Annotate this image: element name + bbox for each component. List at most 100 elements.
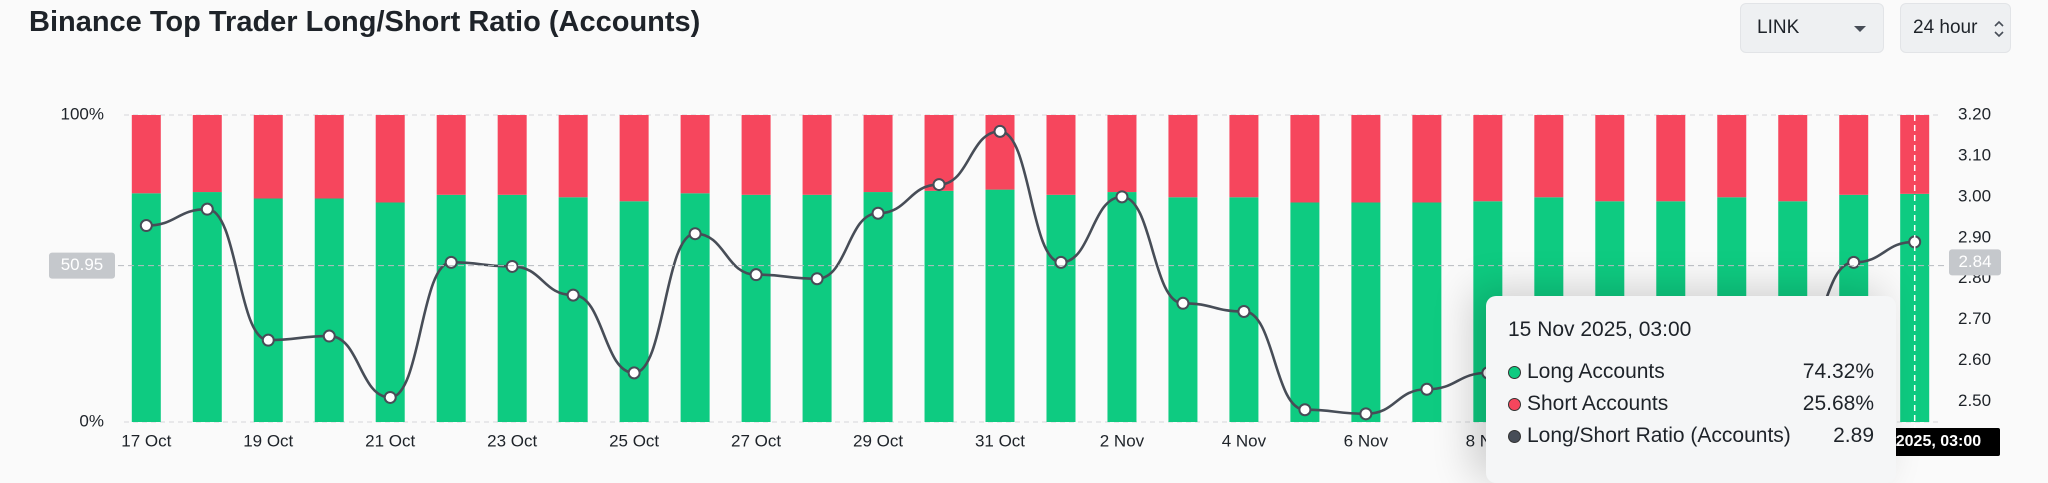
ratio-point xyxy=(200,202,214,216)
tooltip: 15 Nov 2025, 03:00 Long Accounts 74.32% S… xyxy=(1486,296,1896,483)
bar-segment xyxy=(253,198,283,422)
x-tick-label: 17 Oct xyxy=(121,431,171,450)
y2-tick-label: 3.20 xyxy=(1958,104,1991,123)
ratio-point xyxy=(139,219,153,233)
ratio-point xyxy=(1359,407,1373,421)
bar-segment xyxy=(131,115,161,194)
y2-tick-label: 2.70 xyxy=(1958,309,1991,328)
y2-tick-label: 2.90 xyxy=(1958,227,1991,246)
y-tick-label: 100% xyxy=(61,104,104,123)
bar-segment xyxy=(1107,115,1137,193)
y2-tick-label: 3.00 xyxy=(1958,186,1991,205)
tooltip-title: 15 Nov 2025, 03:00 xyxy=(1508,318,1692,341)
x-tick-label: 19 Oct xyxy=(243,431,293,450)
bar-segment xyxy=(497,115,527,195)
bar-segment xyxy=(497,194,527,422)
ratio-point xyxy=(1237,304,1251,318)
bar-segment xyxy=(558,115,588,198)
chart-title: Binance Top Trader Long/Short Ratio (Acc… xyxy=(29,6,701,38)
bar-segment xyxy=(619,201,649,422)
y2-tick-label: 3.10 xyxy=(1958,145,1991,164)
ratio-point xyxy=(322,329,336,343)
symbol-value: LINK xyxy=(1757,17,1800,38)
bar-segment xyxy=(802,115,832,195)
crosshair-y-box xyxy=(49,252,115,279)
ratio-point xyxy=(261,333,275,347)
x-tick-label: 23 Oct xyxy=(487,431,537,450)
tooltip-row: Long/Short Ratio (Accounts) 2.89 xyxy=(1508,420,1874,452)
x-tick-label: 27 Oct xyxy=(731,431,781,450)
bar-segment xyxy=(1351,115,1381,203)
bar-segment xyxy=(1778,115,1808,202)
tooltip-name: Short Accounts xyxy=(1527,392,1669,415)
ratio-point xyxy=(627,366,641,380)
crosshair-y2-label: 2.84 xyxy=(1958,252,1991,271)
bar-segment xyxy=(375,202,405,422)
bar-segment xyxy=(192,115,222,193)
bar-segment xyxy=(314,198,344,422)
bar-segment xyxy=(985,189,1015,422)
ratio-point xyxy=(1176,296,1190,310)
legend-dot xyxy=(1508,429,1521,443)
crosshair-y-label: 50.95 xyxy=(61,255,104,274)
tooltip-value: 74.32% xyxy=(1802,360,1874,383)
ratio-point xyxy=(1115,190,1129,204)
chevron xyxy=(1994,20,2004,38)
ratio-point xyxy=(871,206,885,220)
ratio-point xyxy=(749,268,763,282)
bar-segment xyxy=(558,197,588,422)
bar-segment xyxy=(863,115,893,193)
bar-segment xyxy=(1168,115,1198,198)
bar-segment xyxy=(619,115,649,202)
x-tick-label: 25 Oct xyxy=(609,431,659,450)
symbol-select[interactable]: LINK xyxy=(1740,3,1884,53)
ratio-point xyxy=(1420,382,1434,396)
tooltip-value: 25.68% xyxy=(1802,392,1874,415)
x-tick-label: 2 Nov xyxy=(1100,431,1145,450)
period-select[interactable]: 24 hour xyxy=(1900,3,2011,53)
bar-segment xyxy=(314,115,344,199)
bar-segment xyxy=(1656,115,1686,202)
bar-segment xyxy=(192,192,222,422)
tooltip-row: Long Accounts 74.32% xyxy=(1508,356,1874,388)
x-tick-label: 21 Oct xyxy=(365,431,415,450)
bar-segment xyxy=(1290,115,1320,203)
bar-segment xyxy=(741,115,771,195)
y-tick-label: 0% xyxy=(79,411,104,430)
bar-segment xyxy=(863,192,893,422)
tooltip-value: 2.89 xyxy=(1833,424,1874,447)
tooltip-row: Short Accounts 25.68% xyxy=(1508,388,1874,420)
ratio-point xyxy=(688,227,702,241)
bar-segment xyxy=(1473,115,1503,202)
legend-dot xyxy=(1508,365,1521,379)
bar-segment xyxy=(802,194,832,422)
bar-segment xyxy=(1351,202,1381,422)
bar-segment xyxy=(436,115,466,195)
bar-segment xyxy=(1717,115,1747,198)
bar-segment xyxy=(1595,115,1625,202)
bar-segment xyxy=(924,190,954,422)
legend-dot xyxy=(1508,397,1521,411)
bar-segment xyxy=(1229,115,1259,198)
bar-segment xyxy=(375,115,405,203)
bar-segment xyxy=(1839,115,1869,195)
ratio-point xyxy=(505,259,519,273)
bar-segment xyxy=(1290,202,1320,422)
period-value: 24 hour xyxy=(1913,17,1978,38)
bar-segment xyxy=(1412,115,1442,203)
ratio-point xyxy=(444,255,458,269)
x-tick-label: 4 Nov xyxy=(1222,431,1267,450)
bar-segment xyxy=(253,115,283,199)
ratio-point xyxy=(810,272,824,286)
bar-segment xyxy=(436,194,466,422)
tooltip-name: Long Accounts xyxy=(1527,360,1665,383)
ratio-point xyxy=(1298,403,1312,417)
bar-segment xyxy=(1534,115,1564,198)
bar-segment xyxy=(1046,194,1076,422)
ratio-point xyxy=(932,178,946,192)
x-tick-label: 31 Oct xyxy=(975,431,1025,450)
ratio-point xyxy=(566,288,580,302)
x-tick-label: 29 Oct xyxy=(853,431,903,450)
chevron xyxy=(1854,26,1866,32)
